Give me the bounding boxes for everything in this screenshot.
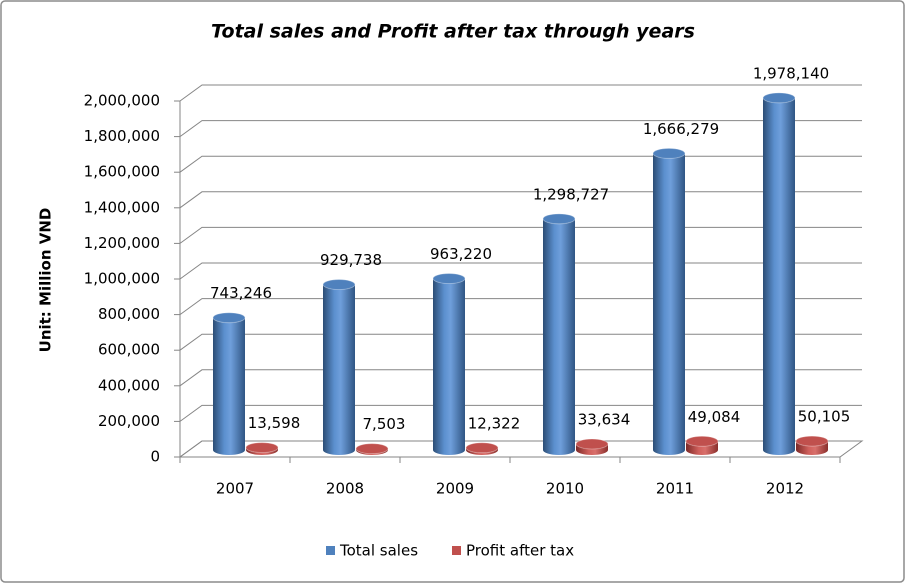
data-label: 743,246 [210, 284, 272, 302]
cylinder-body [686, 441, 718, 455]
cylinder-top [322, 279, 356, 291]
x-tick-label: 2008 [326, 480, 364, 498]
data-label: 49,084 [688, 408, 741, 426]
grid-line [179, 333, 862, 351]
legend-swatch [326, 546, 335, 555]
cylinder-top [212, 312, 246, 324]
cylinder-top [245, 442, 279, 454]
data-label: 12,322 [468, 414, 521, 432]
y-tick-label: 0 [150, 448, 160, 466]
y-tick-label: 200,000 [98, 412, 160, 430]
data-label: 929,738 [320, 251, 382, 269]
x-tick-label: 2007 [216, 480, 254, 498]
grid-line [179, 226, 862, 244]
x-tick-label: 2010 [546, 480, 584, 498]
grid-line [179, 84, 862, 102]
cylinder-body [543, 218, 575, 455]
data-label: 963,220 [430, 245, 492, 263]
grid-line [179, 440, 862, 458]
cylinder-top [795, 435, 829, 447]
grid-line [179, 120, 862, 138]
y-axis-title: Unit: Million VND [37, 208, 55, 353]
data-label: 33,634 [578, 411, 631, 429]
cylinder-top [465, 442, 499, 454]
data-label: 1,666,279 [643, 120, 719, 138]
cylinder-top [575, 438, 609, 450]
y-tick-label: 1,400,000 [84, 198, 160, 216]
y-tick-label: 1,000,000 [84, 270, 160, 288]
cylinder-top [432, 273, 466, 285]
grid-line [179, 298, 862, 316]
cylinder-top [542, 213, 576, 225]
legend-label: Profit after tax [466, 542, 574, 560]
cylinder-body [356, 448, 388, 455]
grid-line [179, 155, 862, 173]
y-tick-label: 1,200,000 [84, 234, 160, 252]
grid-line [179, 262, 862, 280]
chart-title: Total sales and Profit after tax through… [211, 21, 695, 43]
legend-label: Total sales [339, 542, 418, 560]
x-tick-label: 2011 [656, 480, 694, 498]
y-tick-label: 400,000 [98, 376, 160, 394]
cylinder-body [323, 284, 355, 455]
y-tick-label: 1,600,000 [84, 163, 160, 181]
legend-swatch [452, 546, 461, 555]
data-label: 1,298,727 [533, 185, 609, 203]
x-tick-label: 2009 [436, 480, 474, 498]
cylinder-body [246, 447, 278, 455]
cylinder-body [433, 278, 465, 455]
x-tick-label: 2012 [766, 480, 804, 498]
cylinder-top [685, 435, 719, 447]
data-label: 7,503 [363, 415, 406, 433]
y-tick-label: 2,000,000 [84, 92, 160, 110]
grid-line [179, 404, 862, 422]
cylinder-top [652, 147, 686, 159]
grid-line [179, 369, 862, 387]
data-label: 13,598 [248, 414, 301, 432]
cylinder-top [355, 443, 389, 455]
cylinder-body [796, 441, 828, 455]
grid-line [179, 191, 862, 209]
cylinder-body [763, 97, 795, 455]
cylinder-body [576, 444, 608, 455]
cylinder-body [213, 317, 245, 455]
cylinder-body [653, 153, 685, 455]
data-label: 50,105 [798, 408, 851, 426]
y-tick-label: 800,000 [98, 305, 160, 323]
cylinder-top [762, 92, 796, 104]
y-tick-label: 1,800,000 [84, 127, 160, 145]
floor [178, 440, 864, 458]
data-label: 1,978,140 [753, 64, 829, 82]
y-tick-label: 600,000 [98, 341, 160, 359]
cylinder-body [466, 447, 498, 455]
